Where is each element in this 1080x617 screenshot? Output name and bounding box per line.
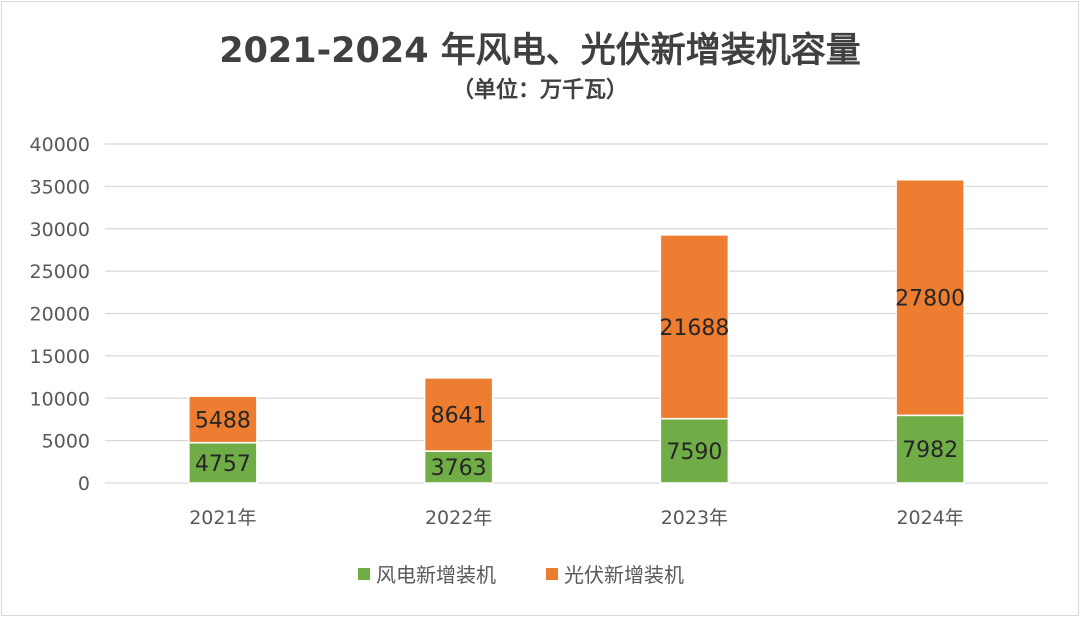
bar-solar bbox=[659, 234, 730, 420]
bar-solar bbox=[895, 178, 965, 417]
y-tick-label: 5000 bbox=[42, 431, 90, 453]
bar-solar bbox=[423, 377, 494, 452]
y-tick-label: 30000 bbox=[30, 219, 90, 241]
bar-wind bbox=[659, 417, 730, 484]
y-tick-label: 15000 bbox=[30, 346, 90, 368]
y-tick-label: 20000 bbox=[30, 304, 90, 326]
data-label: 8641 bbox=[431, 403, 487, 428]
data-label: 21688 bbox=[659, 316, 729, 341]
legend-label: 风电新增装机 bbox=[376, 563, 496, 587]
legend-swatch bbox=[546, 568, 558, 580]
y-tick-label: 40000 bbox=[30, 134, 90, 156]
x-tick-label: 2023年 bbox=[661, 507, 728, 529]
bar-wind bbox=[895, 414, 965, 484]
x-tick-label: 2022年 bbox=[425, 507, 492, 529]
legend-swatch bbox=[358, 568, 370, 580]
data-label: 27800 bbox=[895, 287, 965, 312]
x-tick-label: 2024年 bbox=[896, 507, 963, 529]
data-label: 7590 bbox=[666, 440, 722, 465]
y-tick-label: 35000 bbox=[30, 176, 90, 198]
bar-solar bbox=[188, 395, 258, 444]
data-label: 4757 bbox=[195, 452, 251, 477]
chart-subtitle: （单位：万千瓦） bbox=[452, 77, 628, 103]
legend-label: 光伏新增装机 bbox=[564, 563, 684, 587]
bar-wind bbox=[188, 441, 258, 484]
data-label: 5488 bbox=[195, 408, 251, 433]
chart-title: 2021-2024 年风电、光伏新增装机容量 bbox=[219, 31, 861, 71]
data-label: 3763 bbox=[431, 456, 487, 481]
y-tick-label: 0 bbox=[78, 473, 90, 495]
y-tick-label: 25000 bbox=[30, 261, 90, 283]
x-tick-label: 2021年 bbox=[189, 507, 256, 529]
data-label: 7982 bbox=[902, 438, 958, 463]
y-tick-label: 10000 bbox=[30, 388, 90, 410]
